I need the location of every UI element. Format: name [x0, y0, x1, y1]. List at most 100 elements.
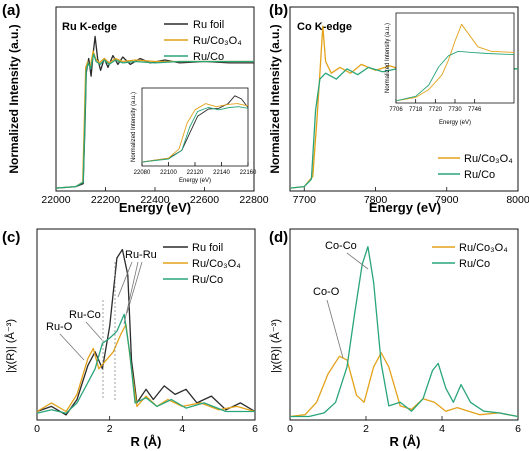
panel-b-inset-lines	[395, 23, 515, 102]
panel-d-series-ru-co-o	[289, 352, 519, 418]
panel-c-series-ru-foil	[36, 248, 256, 416]
panel-c-frame	[36, 228, 256, 421]
panel-b-inset: Normalized Intensity (a.u.) Energy (eV) …	[385, 12, 515, 126]
panel-b-tick-label: 7700	[293, 194, 317, 206]
panel-b-ylabel: Normalized Intensity (a.u.)	[268, 24, 282, 173]
annot-co-o: Co-O	[313, 286, 340, 298]
annot-ru-ru: Ru-Ru	[125, 249, 157, 261]
panel-a-series-ru-co	[55, 53, 254, 189]
panel-c-letter: (c)	[2, 229, 20, 246]
panel-a: (a) Ru K-edge Normalized Intensity (a.u.…	[2, 2, 269, 215]
panel-a-letter: (a)	[2, 2, 20, 19]
panel-d-tick-label: 0	[287, 423, 293, 435]
panel-c-annotations: Ru-Ru Ru-Co Ru-O	[46, 249, 157, 361]
panel-b-inset-xticks: 7706 7718 7720 7730 7746	[389, 99, 482, 113]
panel-d-tick-label: 6	[515, 423, 521, 435]
panel-d: (d) |χ(R)| (Å⁻³) R (Å) 0 2 4 6 Ru/Co₃O₄ Ru/…	[269, 228, 521, 449]
annot-ru-ru-arrow-3	[126, 261, 143, 314]
panel-b-tick-label: 7900	[435, 194, 459, 206]
panel-c-tick-label: 4	[179, 423, 185, 435]
panel-a-ylabel: Normalized Intensity (a.u.)	[7, 24, 21, 173]
panel-b-inset-series-ru-co-o	[395, 23, 515, 102]
annot-ru-co-arrow	[85, 321, 103, 341]
panel-c: (c) |χ(R)| (Å⁻³) R (Å) 0 2 4 6 Ru foil Ru/C…	[2, 228, 258, 449]
panel-d-ylabel: |χ(R)| (Å⁻³)	[269, 319, 282, 373]
panel-a-legend: Ru foil Ru/Co₃O₄ Ru/Co	[164, 19, 242, 63]
panel-b-inset-xlabel: Energy (eV)	[439, 120, 471, 126]
panel-c-legend: Ru foil Ru/Co₃O₄ Ru/Co	[163, 242, 241, 286]
panel-a-inset-lines	[141, 95, 249, 163]
panel-a-tick-label: 22600	[190, 194, 219, 206]
panel-a-tick-label: 22200	[91, 194, 120, 206]
panel-b-legend: Ru/Co₃O₄ Ru/Co	[438, 153, 513, 181]
panel-a-inset-series-ru-co-o	[141, 103, 249, 163]
panel-b-inset-frame	[395, 12, 515, 104]
annot-ru-ru-arrow-1	[117, 261, 133, 298]
panel-c-tick-label: 2	[107, 423, 113, 435]
legend-label-ru-co3o4-d: Ru/Co₃O₄	[459, 242, 508, 254]
annot-ru-o: Ru-O	[46, 321, 73, 333]
panel-d-xticks: 0 2 4 6	[287, 416, 521, 435]
annot-co-o-arrow	[326, 299, 344, 359]
panel-d-tick-label: 2	[363, 423, 369, 435]
legend-label-ru-foil-c: Ru foil	[192, 242, 223, 254]
panel-a-inset-xticks: 22080 22100 22120 22140 22160	[134, 162, 257, 176]
panel-a-tick-label: 22800	[239, 194, 268, 206]
panel-d-letter: (d)	[269, 229, 288, 246]
panel-a-tick-label: 22400	[140, 194, 169, 206]
panel-d-lines	[289, 246, 519, 418]
panel-b-inset-tick-label: 7706	[389, 107, 403, 113]
panel-b: (b) Co K-edge Normalized Intensity (a.u.…	[268, 2, 529, 215]
legend-label-ru-co: Ru/Co	[193, 51, 224, 63]
panel-a-inset: Normalized Intensity (a.u.) Energy (eV) …	[131, 87, 257, 184]
panel-a-inset-xlabel: Energy (eV)	[179, 178, 211, 184]
panel-b-xlabel: Energy (eV)	[369, 200, 441, 215]
annot-ru-o-arrow	[59, 333, 85, 361]
panel-a-tick-label: 22000	[41, 194, 70, 206]
panel-b-inset-tick-label: 7746	[468, 107, 482, 113]
panel-a-inset-tick-label: 22080	[134, 170, 151, 176]
panel-a-xlabel: Energy (eV)	[119, 200, 191, 215]
panel-b-inset-tick-label: 7718	[409, 107, 423, 113]
panel-c-series-ru-co	[36, 313, 255, 414]
legend-label-ru-co3o4-c: Ru/Co₃O₄	[192, 258, 241, 270]
panel-b-inset-ylabel: Normalized Intensity (a.u.)	[385, 23, 391, 93]
panel-c-tick-label: 0	[34, 423, 40, 435]
panel-d-legend: Ru/Co₃O₄ Ru/Co	[432, 242, 508, 270]
legend-label-ru-co-b: Ru/Co	[464, 169, 495, 181]
panel-b-frame	[289, 6, 519, 192]
panel-d-frame	[289, 228, 519, 421]
panel-b-inset-series-ru-co	[395, 50, 515, 102]
panel-a-inset-frame	[141, 87, 249, 167]
panel-a-xticks: 22000 22200 22400 22600 22800	[41, 187, 269, 206]
legend-label-ru-co-d: Ru/Co	[459, 258, 490, 270]
panel-a-edge-label: Ru K-edge	[62, 21, 117, 33]
legend-label-ru-foil: Ru foil	[193, 19, 224, 31]
panel-b-letter: (b)	[269, 2, 288, 19]
panel-b-tick-label: 7800	[364, 194, 388, 206]
panel-a-inset-series-ru-co	[141, 106, 249, 163]
panel-a-inset-tick-label: 22100	[160, 170, 177, 176]
panel-b-tick-label: 8000	[506, 194, 529, 206]
annot-ru-ru-arrow-2	[123, 261, 139, 325]
panel-a-inset-tick-label: 22120	[187, 170, 204, 176]
panel-a-inset-tick-label: 22160	[240, 170, 257, 176]
panel-b-edge-label: Co K-edge	[297, 21, 352, 33]
annot-ru-co: Ru-Co	[69, 309, 101, 321]
panel-a-inset-ylabel: Normalized Intensity (a.u.)	[131, 92, 137, 162]
panel-c-lines	[36, 248, 256, 416]
panel-b-inset-tick-label: 7720	[429, 107, 443, 113]
panel-c-ylabel: |χ(R)| (Å⁻³)	[4, 319, 17, 373]
legend-label-ru-co3o4: Ru/Co₃O₄	[193, 35, 242, 47]
legend-label-ru-co3o4-b: Ru/Co₃O₄	[464, 153, 513, 165]
panel-b-xticks: 7700 7800 7900 8000	[293, 187, 529, 206]
panel-d-tick-label: 4	[439, 423, 445, 435]
panel-c-xlabel: R (Å)	[130, 434, 161, 449]
panel-d-xlabel: R (Å)	[389, 434, 420, 449]
panel-c-xticks: 0 2 4 6	[34, 416, 258, 435]
annot-co-co-arrow	[346, 252, 369, 270]
panel-d-annotations: Co-Co Co-O	[313, 240, 369, 359]
panel-a-lines	[55, 35, 254, 189]
panel-b-inset-tick-label: 7730	[448, 107, 462, 113]
